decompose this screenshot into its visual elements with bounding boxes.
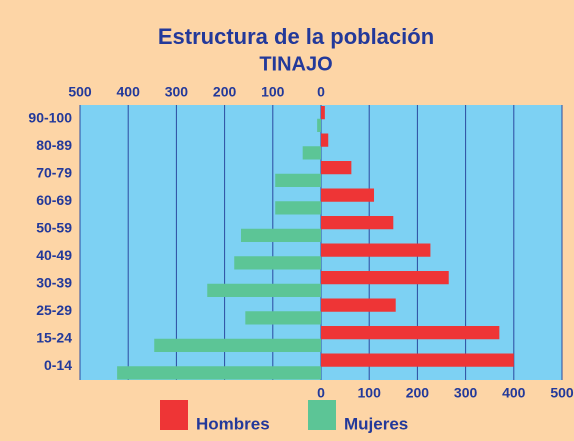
x-tick-label: 100 [358,385,382,401]
chart-subtitle: TINAJO [259,53,332,75]
y-tick-label: 60-69 [36,192,72,208]
legend-label: Mujeres [344,414,408,433]
x-tick-label: 300 [454,385,478,401]
bar [207,283,321,297]
bar [302,146,321,160]
bar [321,161,352,175]
bar [275,201,321,215]
bar [154,338,321,352]
y-tick-label: 30-39 [36,274,72,290]
y-tick-label: 50-59 [36,219,72,235]
bar [240,228,321,242]
y-tick-label: 25-29 [36,302,72,318]
x-tick-label: 500 [68,84,92,100]
chart-title: Estructura de la población [158,24,434,49]
bar [321,326,500,340]
x-tick-label: 0 [317,385,325,401]
bar [321,216,394,230]
x-tick-label: 200 [213,84,237,100]
y-tick-label: 70-79 [36,164,72,180]
y-tick-label: 0-14 [44,357,72,373]
bar [245,311,321,325]
bar [321,133,329,147]
bar [117,366,321,380]
y-tick-label: 40-49 [36,247,72,263]
y-tick-label: 80-89 [36,137,72,153]
x-tick-label: 100 [261,84,285,100]
x-tick-label: 0 [317,84,325,100]
bar [321,188,375,202]
x-tick-label: 300 [165,84,189,100]
legend-swatch [308,400,336,430]
x-tick-label: 200 [406,385,430,401]
legend-swatch [160,400,188,430]
bar [321,353,514,367]
x-tick-label: 500 [550,385,574,401]
x-tick-label: 400 [117,84,141,100]
y-tick-label: 15-24 [36,329,72,345]
y-tick-label: 90-100 [28,109,72,125]
bar [321,243,431,257]
legend-label: Hombres [196,414,270,433]
bar [321,106,325,120]
bar [321,271,449,285]
bar [234,256,321,270]
bar [275,173,321,187]
bar [321,298,396,312]
x-tick-label: 400 [502,385,526,401]
bar [317,118,321,132]
